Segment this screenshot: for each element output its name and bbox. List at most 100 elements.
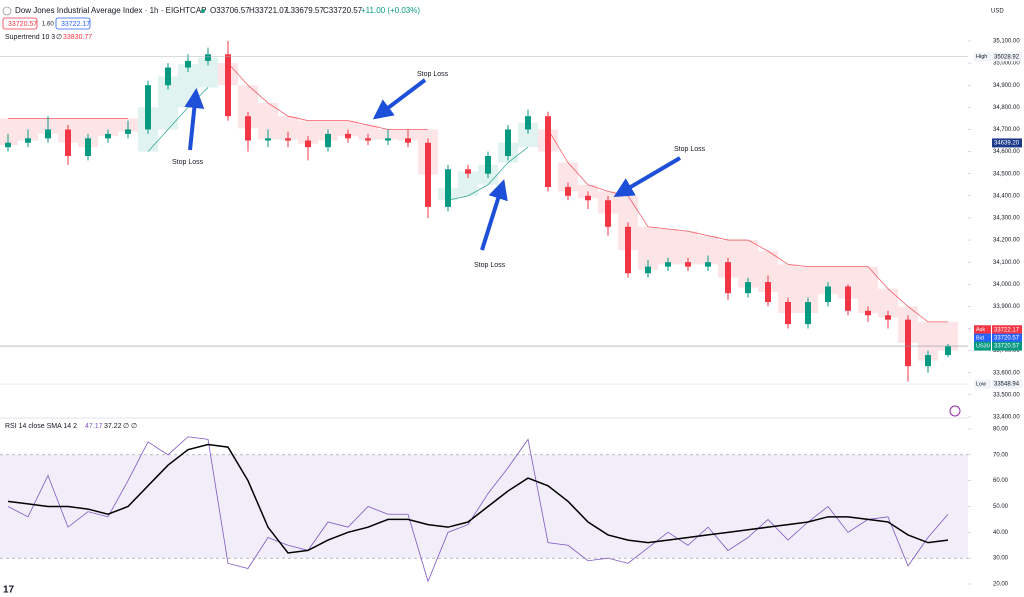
candle-body: [745, 282, 751, 294]
currency: USD: [991, 9, 1004, 15]
indicator-label: Supertrend 10 3: [5, 34, 55, 41]
annotation: Stop Loss: [417, 71, 449, 78]
buy-box[interactable]: [55, 17, 91, 30]
candle-body: [485, 156, 491, 174]
y-tick-label: 33,400.00: [993, 415, 1020, 421]
ohlc-low: L33679.57: [286, 6, 324, 15]
y-tick-label: 34,600.00: [993, 149, 1020, 155]
candle-body: [365, 138, 371, 141]
y-tick-label: 70.00: [993, 452, 1009, 458]
indicator-value: 33830.77: [63, 34, 92, 41]
candle-body: [345, 133, 351, 139]
price-tag: [992, 379, 1022, 389]
supertrend-fill: [238, 85, 258, 129]
y-tick-label: 60.00: [993, 478, 1009, 484]
rsi-line: [7, 443, 949, 554]
annotation-arrow: [372, 78, 427, 120]
buy-price: 33722.17: [61, 21, 90, 28]
candle-body: [205, 54, 211, 61]
price-tag-label: 33722.17: [994, 327, 1020, 333]
tag-name: US30: [976, 344, 990, 350]
price-tag-label: 34639.20: [994, 140, 1020, 146]
candle-body: [885, 315, 891, 320]
price-tag: [992, 333, 1022, 343]
tag-name-box: [974, 52, 991, 62]
tag-name: Low: [976, 382, 986, 388]
rsi-extra: ∅ ∅: [123, 423, 137, 430]
tag-name-box: [974, 341, 991, 351]
candle-body: [545, 116, 551, 187]
supertrend-fill: [938, 321, 958, 351]
candle-body: [5, 142, 11, 148]
supertrend-fill: [518, 122, 538, 148]
tag-name: Bid: [976, 336, 984, 342]
logo: 17: [3, 585, 15, 596]
candle-body: [385, 138, 391, 141]
price-tag-label: 33548.94: [994, 382, 1020, 388]
candle-body: [225, 54, 231, 117]
y-tick-label: 34,000.00: [993, 282, 1020, 288]
supertrend-fill: [98, 118, 118, 137]
supertrend-line: [227, 62, 428, 130]
rsi-value: 47.17: [85, 423, 103, 430]
supertrend-fill: [358, 125, 378, 140]
y-tick-label: 35,100.00: [993, 39, 1020, 45]
candle-body: [665, 262, 671, 267]
ohlc-high: H33721.07: [249, 6, 289, 15]
supertrend-fill: [258, 102, 278, 140]
candle-body: [785, 301, 791, 325]
supertrend-fill: [918, 321, 938, 361]
supertrend-fill: [78, 118, 98, 148]
y-tick-label: 20.00: [993, 582, 1009, 588]
candle-body: [165, 67, 171, 86]
candle-body: [145, 85, 151, 130]
candle-body: [705, 262, 711, 267]
y-tick-label: 34,700.00: [993, 127, 1020, 133]
candle-body: [685, 262, 691, 267]
supertrend-fill: [818, 266, 838, 295]
candle-body: [645, 266, 651, 274]
supertrend-fill: [838, 266, 858, 299]
candle-body: [725, 262, 731, 294]
candle-body: [65, 129, 71, 157]
y-tick-label: 80.00: [993, 427, 1009, 433]
y-tick-label: 40.00: [993, 530, 1009, 536]
annotation-arrow: [184, 88, 205, 151]
symbol-icon: [2, 6, 12, 16]
rsi-band: [0, 454, 968, 559]
candle-body: [45, 129, 51, 139]
y-tick-label: 33,500.00: [993, 392, 1020, 398]
price-tag: [992, 138, 1022, 148]
candle-body: [945, 346, 951, 356]
supertrend-fill: [778, 264, 798, 314]
event-icon[interactable]: [949, 405, 961, 417]
candle-body: [245, 116, 251, 141]
candle-body: [185, 60, 191, 68]
candle-body: [85, 138, 91, 157]
annotation: Stop Loss: [172, 159, 204, 166]
candle-body: [585, 195, 591, 201]
tag-name: High: [976, 54, 987, 60]
ohlc-change: +11.00 (+0.03%): [361, 6, 420, 15]
candle-body: [405, 138, 411, 143]
indicator-value: ∅: [56, 34, 62, 41]
candle-body: [625, 226, 631, 274]
supertrend-fill: [798, 266, 818, 314]
candle-body: [25, 138, 31, 143]
annotation: Stop Loss: [674, 146, 706, 153]
chart-title: Dow Jones Industrial Average Index · 1h …: [15, 6, 207, 15]
candle-body: [265, 138, 271, 141]
y-tick-label: 34,100.00: [993, 260, 1020, 266]
sell-box[interactable]: [2, 17, 38, 30]
price-tag: [992, 52, 1022, 62]
supertrend-fill: [658, 229, 678, 265]
supertrend-fill: [858, 266, 878, 314]
rsi-line: [7, 436, 949, 583]
y-tick-label: 33,700.00: [993, 348, 1020, 354]
candle-body: [285, 138, 291, 141]
candle-body: [765, 282, 771, 302]
supertrend-fill: [758, 251, 778, 293]
supertrend-fill: [0, 118, 18, 145]
y-tick-label: 34,500.00: [993, 171, 1020, 177]
